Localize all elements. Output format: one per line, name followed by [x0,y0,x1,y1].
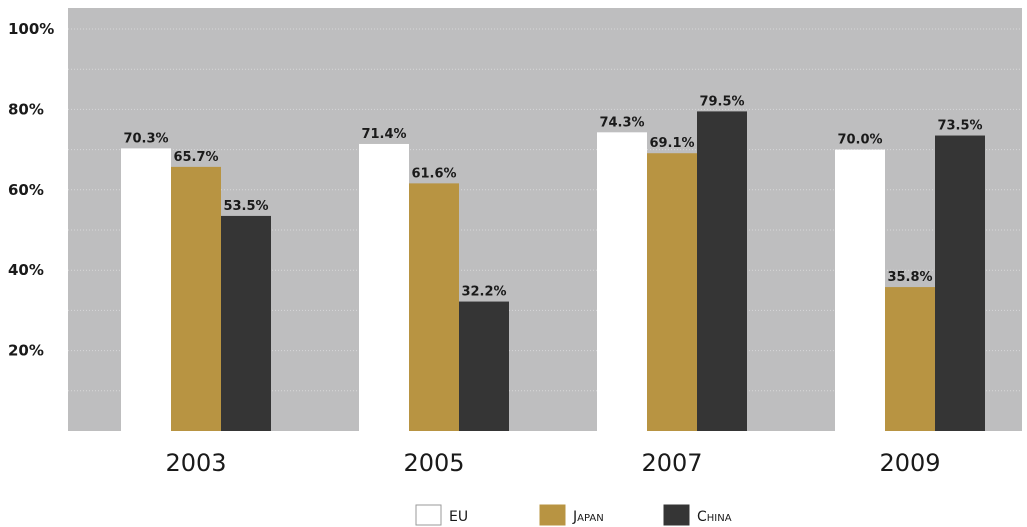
bar-japan-2005 [409,183,459,431]
x-axis: 2003 2005 2007 2009 [165,449,940,477]
y-axis: 20% 40% 60% 80% 100% [8,20,54,360]
bar-eu-2003 [121,148,171,432]
y-tick-label: 60% [8,181,44,199]
data-label: 74.3% [599,115,644,130]
y-tick-label: 100% [8,20,54,38]
bar-china-2007 [697,111,747,431]
legend-label-japan: Japan [572,509,604,525]
legend-swatch-china [663,504,690,526]
data-labels: 70.3% 65.7% 53.5% 71.4% 61.6% 32.2% 74.3% 69.1%… [123,94,982,299]
data-label: 69.1% [649,136,694,151]
bar-china-2005 [459,301,509,431]
legend-swatch-japan [539,504,566,526]
y-tick-label: 40% [8,261,44,279]
bar-japan-2007 [647,153,697,431]
legend-swatch-eu [415,504,442,526]
data-label: 71.4% [361,127,406,142]
data-label: 73.5% [937,119,982,134]
x-tick-label: 2007 [641,449,702,477]
data-label: 35.8% [887,270,932,285]
data-label: 70.0% [837,133,882,148]
bars [121,111,985,432]
x-tick-label: 2005 [403,449,464,477]
bar-japan-2003 [171,166,221,432]
x-tick-label: 2009 [879,449,940,477]
data-label: 70.3% [123,131,168,146]
legend-label-eu: EU [449,509,468,525]
bar-china-2003 [221,215,271,431]
bar-eu-2009 [835,149,885,431]
data-label: 53.5% [223,199,268,214]
legend-label-china: China [697,509,732,525]
x-tick-label: 2003 [165,449,226,477]
bar-eu-2007 [597,132,647,431]
bar-eu-2005 [359,143,409,432]
data-label: 32.2% [461,285,506,300]
data-label: 65.7% [173,150,218,165]
data-label: 61.6% [411,166,456,181]
bar-japan-2009 [885,287,935,431]
legend: EU Japan China [415,504,732,526]
data-label: 79.5% [699,94,744,109]
bar-china-2009 [935,135,985,431]
y-tick-label: 20% [8,342,44,360]
y-tick-label: 80% [8,100,44,118]
